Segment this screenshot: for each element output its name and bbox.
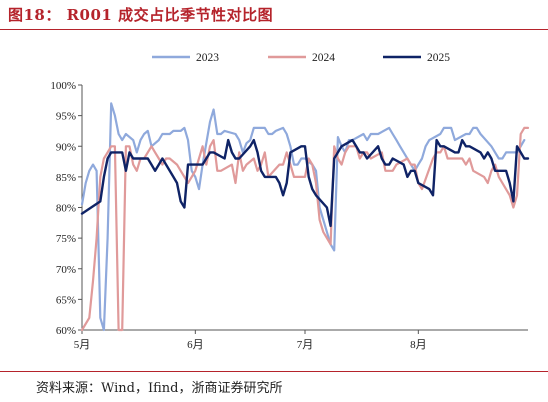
x-tick-label: 7月 [297, 339, 314, 351]
y-tick-label: 85% [56, 172, 76, 184]
series-line-2024 [80, 126, 530, 332]
y-tick-label: 65% [56, 294, 76, 306]
x-axis: 5月 6月 7月 8月 [74, 329, 528, 351]
series-line-2023 [80, 102, 526, 332]
y-tick-label: 80% [56, 203, 76, 215]
x-tick-label: 5月 [74, 339, 91, 351]
series-line-2025 [80, 138, 530, 228]
legend-label-2025: 2025 [427, 52, 450, 64]
y-tick-label: 100% [50, 80, 76, 92]
y-tick-label: 60% [56, 325, 76, 337]
line-chart: 2023 2024 2025 60% 65% 70% 75% 80% 85% 90% 95% 100… [50, 52, 530, 351]
x-tick-label: 8月 [410, 339, 427, 351]
y-tick-label: 70% [56, 264, 76, 276]
legend-label-2023: 2023 [196, 52, 219, 64]
source-divider [0, 371, 548, 372]
y-tick-label: 95% [56, 111, 76, 123]
title-divider [0, 29, 548, 30]
legend-label-2024: 2024 [312, 52, 335, 64]
source-note: 资料来源：Wind，Ifind，浙商证券研究所 [36, 381, 283, 396]
y-tick-label: 75% [56, 233, 76, 245]
chart-legend: 2023 2024 2025 [152, 52, 450, 64]
figure-title: 图18： R001 成交占比季节性对比图 [8, 6, 274, 24]
x-tick-label: 6月 [187, 339, 204, 351]
series-lines [80, 102, 530, 332]
y-axis: 60% 65% 70% 75% 80% 85% 90% 95% 100% [50, 80, 83, 337]
y-tick-label: 90% [56, 141, 76, 153]
